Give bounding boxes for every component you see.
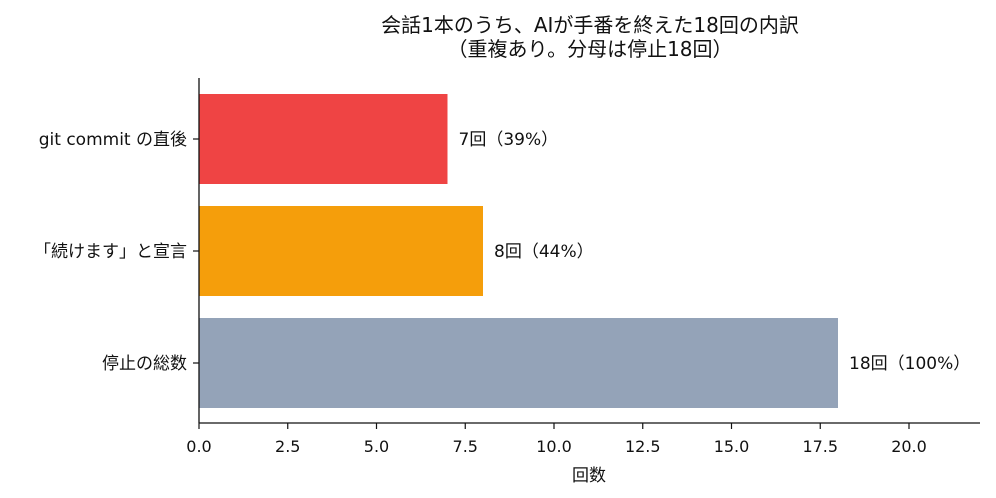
x-tick-label-5: 12.5 <box>625 437 661 456</box>
x-tick-label-7: 17.5 <box>802 437 838 456</box>
chart-title-line-1: 会話1本のうち、AIが手番を終えた18回の内訳 <box>381 13 799 37</box>
bar-value-label-0: 7回（39%） <box>459 130 559 150</box>
x-tick-label-8: 20.0 <box>891 437 927 456</box>
plot-area: git commit の直後 7回（39%） 「続けます」と宣言 8回（44%） 停止の… <box>34 94 970 456</box>
category-label-0: git commit の直後 <box>39 130 187 150</box>
category-label-1: 「続けます」と宣言 <box>34 242 187 262</box>
bar-1 <box>199 206 483 296</box>
x-tick-label-6: 15.0 <box>714 437 750 456</box>
bar-0 <box>199 94 448 184</box>
bar-2 <box>199 318 838 408</box>
category-label-2: 停止の総数 <box>102 354 187 374</box>
bar-value-label-1: 8回（44%） <box>494 242 594 262</box>
x-axis-label: 回数 <box>572 466 606 486</box>
x-tick-label-1: 2.5 <box>275 437 300 456</box>
x-tick-label-4: 10.0 <box>536 437 572 456</box>
bar-value-label-2: 18回（100%） <box>849 354 970 374</box>
x-tick-label-3: 7.5 <box>453 437 478 456</box>
chart-title-line-2: （重複あり。分母は停止18回） <box>447 37 732 61</box>
x-tick-label-2: 5.0 <box>364 437 389 456</box>
x-tick-label-0: 0.0 <box>186 437 211 456</box>
